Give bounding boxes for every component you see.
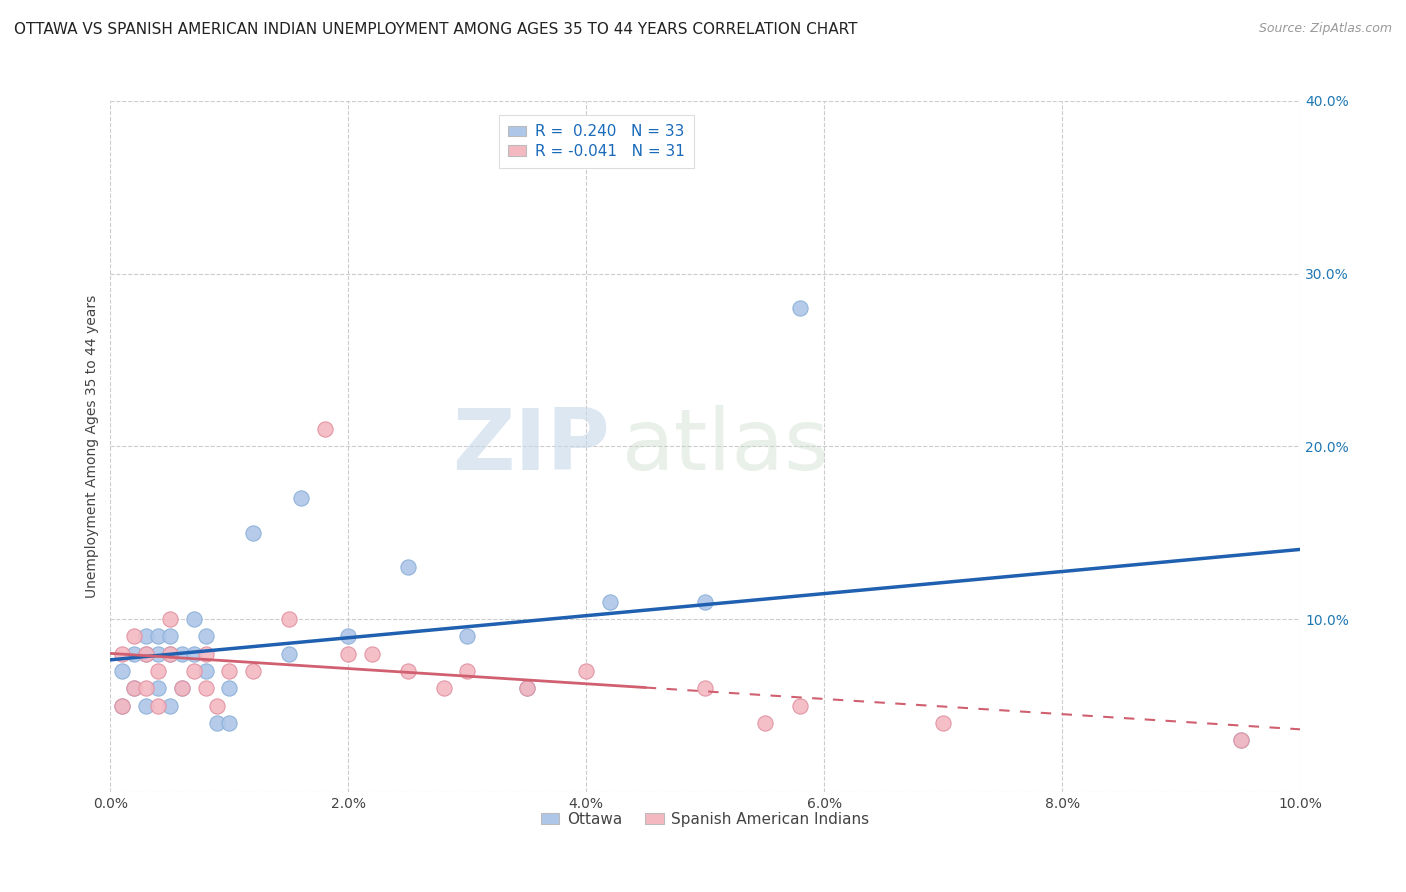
Point <box>599 595 621 609</box>
Legend: Ottawa, Spanish American Indians: Ottawa, Spanish American Indians <box>536 805 876 833</box>
Point <box>159 647 181 661</box>
Point <box>695 681 717 696</box>
Point <box>789 301 811 315</box>
Point <box>170 647 193 661</box>
Point <box>159 612 181 626</box>
Point <box>337 647 360 661</box>
Point <box>695 595 717 609</box>
Point <box>218 715 240 730</box>
Point <box>1229 733 1251 747</box>
Point <box>456 664 478 678</box>
Point <box>122 647 145 661</box>
Text: Source: ZipAtlas.com: Source: ZipAtlas.com <box>1258 22 1392 36</box>
Y-axis label: Unemployment Among Ages 35 to 44 years: Unemployment Among Ages 35 to 44 years <box>86 294 100 598</box>
Point <box>1229 733 1251 747</box>
Point <box>135 647 157 661</box>
Point <box>111 698 134 713</box>
Point <box>194 647 217 661</box>
Point <box>183 664 205 678</box>
Point <box>146 647 169 661</box>
Point <box>146 681 169 696</box>
Point <box>396 664 419 678</box>
Point <box>194 664 217 678</box>
Point <box>159 698 181 713</box>
Point <box>242 664 264 678</box>
Point <box>516 681 538 696</box>
Text: OTTAWA VS SPANISH AMERICAN INDIAN UNEMPLOYMENT AMONG AGES 35 TO 44 YEARS CORRELA: OTTAWA VS SPANISH AMERICAN INDIAN UNEMPL… <box>14 22 858 37</box>
Point <box>789 698 811 713</box>
Point <box>183 612 205 626</box>
Point <box>218 664 240 678</box>
Point <box>290 491 312 506</box>
Point <box>207 698 229 713</box>
Point <box>170 681 193 696</box>
Point <box>277 612 299 626</box>
Point <box>159 630 181 644</box>
Point <box>122 681 145 696</box>
Point <box>932 715 955 730</box>
Point <box>135 681 157 696</box>
Point <box>516 681 538 696</box>
Point <box>111 664 134 678</box>
Point <box>396 560 419 574</box>
Point <box>337 630 360 644</box>
Point <box>159 647 181 661</box>
Point <box>456 630 478 644</box>
Point <box>122 681 145 696</box>
Point <box>111 647 134 661</box>
Point <box>207 715 229 730</box>
Point <box>194 681 217 696</box>
Point <box>575 664 598 678</box>
Point <box>183 647 205 661</box>
Point <box>754 715 776 730</box>
Point <box>314 422 336 436</box>
Point <box>432 681 454 696</box>
Point <box>122 630 145 644</box>
Point <box>146 698 169 713</box>
Text: atlas: atlas <box>621 405 830 488</box>
Point <box>135 630 157 644</box>
Point <box>135 647 157 661</box>
Point <box>218 681 240 696</box>
Point <box>135 698 157 713</box>
Point <box>170 681 193 696</box>
Point <box>194 630 217 644</box>
Point <box>111 698 134 713</box>
Text: ZIP: ZIP <box>453 405 610 488</box>
Point <box>242 525 264 540</box>
Point <box>277 647 299 661</box>
Point <box>146 630 169 644</box>
Point <box>146 664 169 678</box>
Point <box>361 647 384 661</box>
